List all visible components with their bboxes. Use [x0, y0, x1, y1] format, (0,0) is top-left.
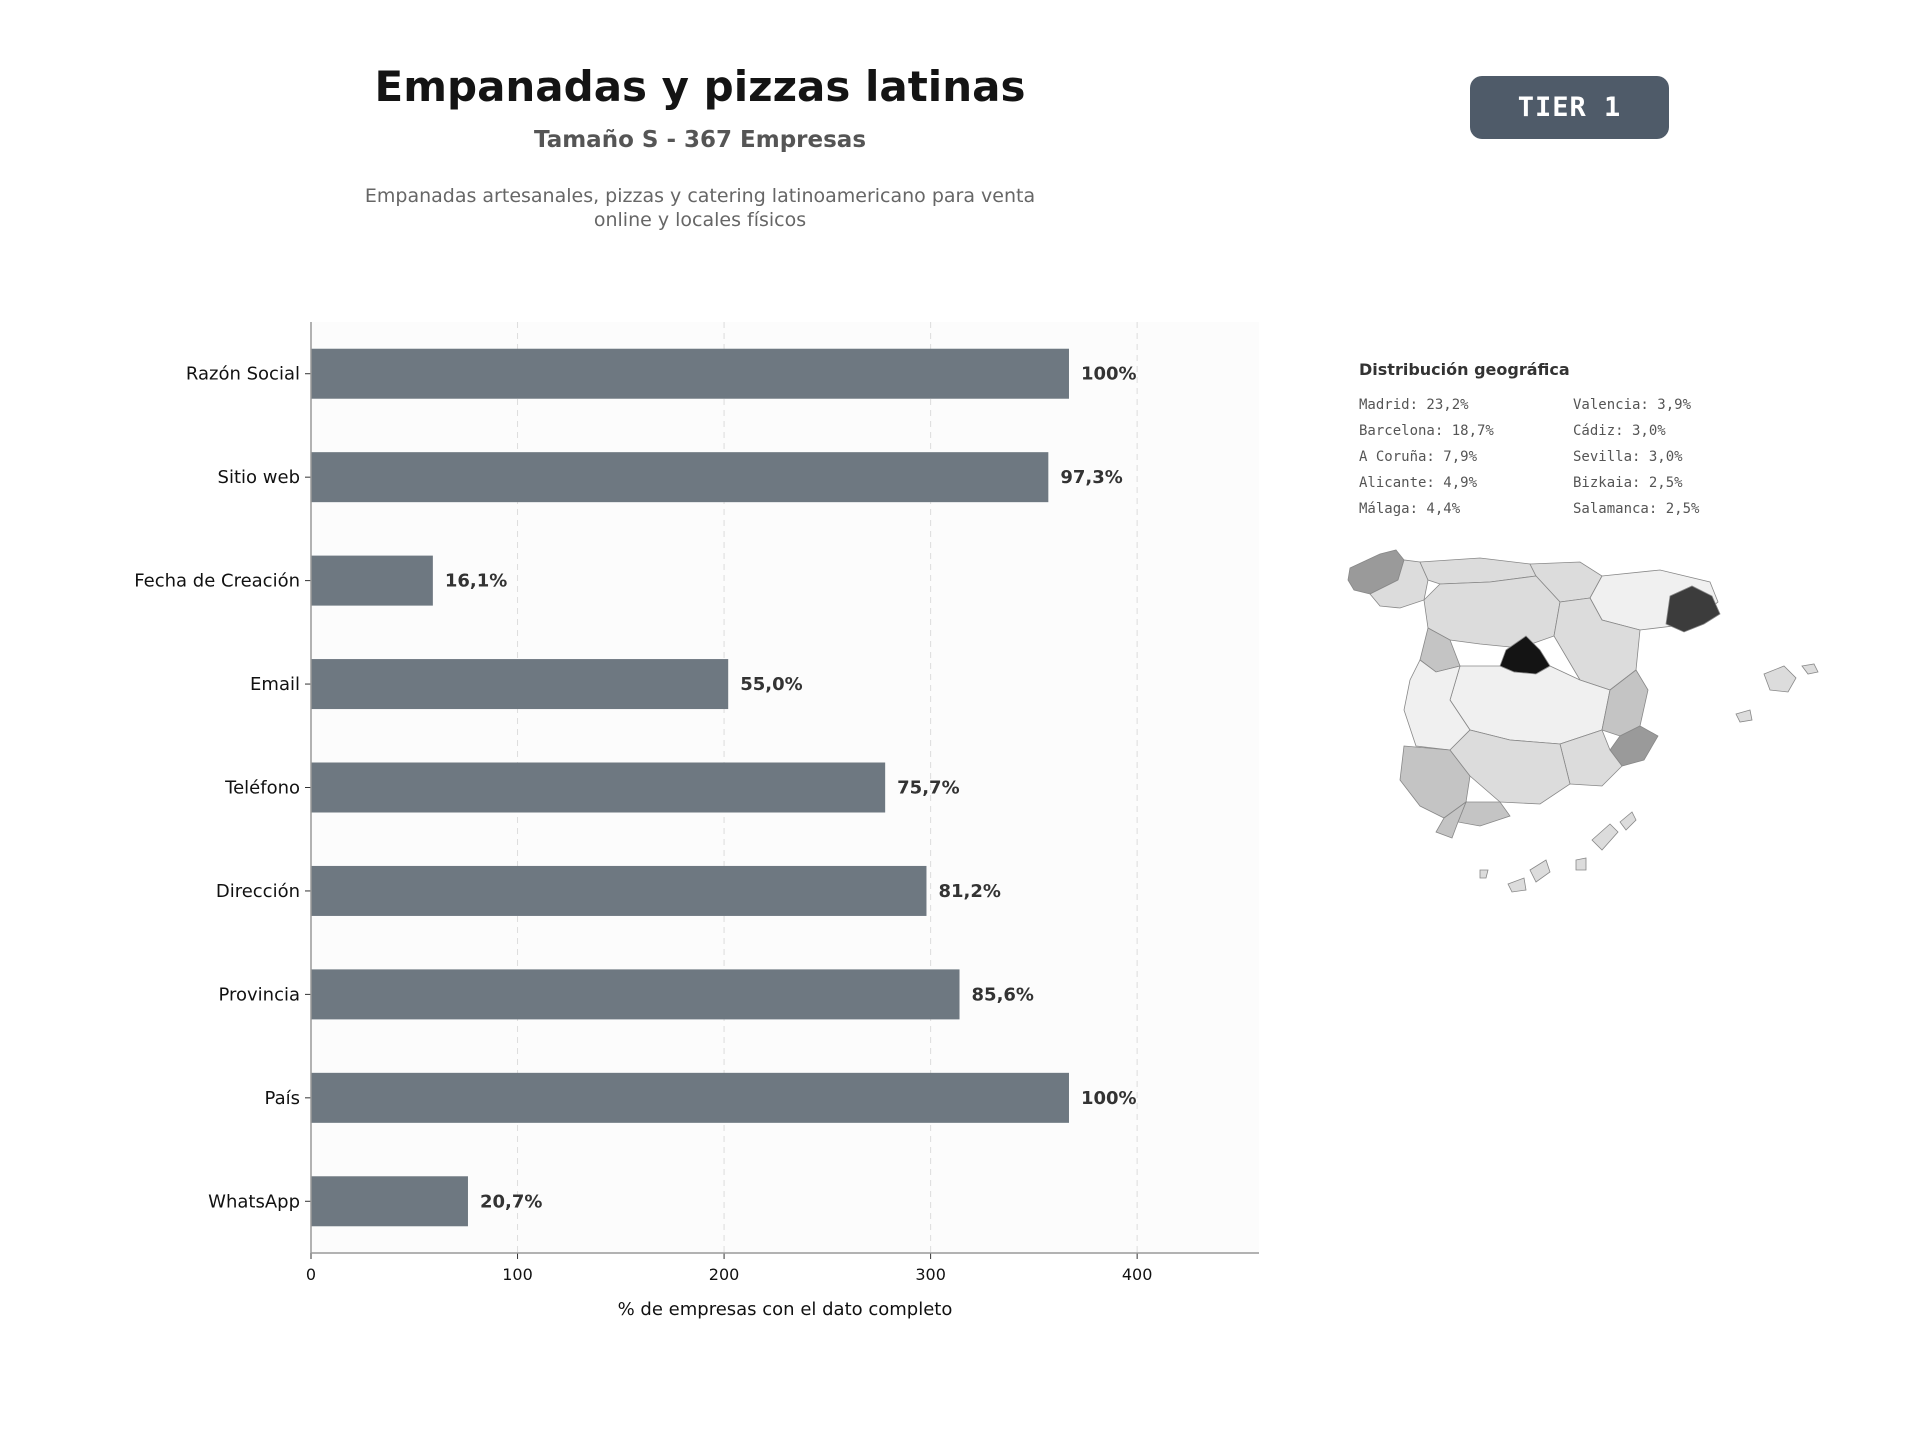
data-label: 100% [1081, 364, 1137, 385]
x-axis-label: % de empresas con el dato completo [618, 1299, 953, 1320]
description-line: online y locales físicos [593, 209, 807, 231]
map-region [1575, 857, 1587, 871]
category-label: Provincia [218, 984, 300, 1005]
geo-item: Cádiz: 3,0% [1573, 423, 1666, 439]
data-label: 81,2% [938, 881, 1000, 902]
data-label: 16,1% [445, 571, 507, 592]
data-label: 85,6% [972, 984, 1034, 1005]
map-region [1763, 665, 1797, 693]
bar [311, 659, 729, 710]
page-title: Empanadas y pizzas latinas [374, 62, 1026, 111]
category-label: Razón Social [186, 364, 300, 385]
category-label: WhatsApp [208, 1191, 300, 1212]
x-tick-label: 0 [306, 1265, 316, 1284]
geo-title: Distribución geográfica [1359, 360, 1570, 379]
category-label: Fecha de Creación [134, 571, 300, 592]
geo-item: Salamanca: 2,5% [1573, 501, 1700, 517]
description-line: Empanadas artesanales, pizzas y catering… [364, 185, 1036, 207]
data-label: 55,0% [740, 674, 802, 695]
map-region-barcelona [1665, 585, 1721, 633]
x-tick-label: 400 [1122, 1265, 1153, 1284]
geo-item: Madrid: 23,2% [1359, 397, 1469, 413]
map-region [1591, 823, 1619, 851]
geo-distribution: Distribución geográfica Madrid: 23,2% Val… [1359, 360, 1859, 520]
data-label: 100% [1081, 1088, 1137, 1109]
x-tick-label: 100 [502, 1265, 533, 1284]
page-description: Empanadas artesanales, pizzas y catering… [240, 184, 1160, 232]
geo-item: Bizkaia: 2,5% [1573, 475, 1683, 491]
map-region [1507, 877, 1527, 893]
geo-item: Alicante: 4,9% [1359, 475, 1478, 491]
map-region [1529, 859, 1551, 883]
geo-item: Sevilla: 3,0% [1573, 449, 1683, 465]
map-region-malaga [1457, 801, 1511, 827]
bar [311, 1176, 468, 1227]
bar [311, 1072, 1069, 1123]
map-region [1449, 729, 1571, 805]
geo-list: Madrid: 23,2% Valencia: 3,9% Barcelona: 18… [1359, 395, 1859, 520]
geo-item: Málaga: 4,4% [1359, 501, 1461, 517]
data-label: 97,3% [1060, 467, 1122, 488]
map-region [1619, 811, 1637, 831]
map-region [1735, 709, 1753, 723]
category-label: Email [250, 674, 300, 695]
tier-badge: TIER 1 [1470, 76, 1669, 139]
data-label: 75,7% [897, 778, 959, 799]
bar [311, 348, 1069, 399]
x-tick-label: 300 [915, 1265, 946, 1284]
map-region-cadiz [1435, 800, 1467, 839]
bar [311, 865, 927, 916]
map-region [1801, 663, 1819, 675]
category-label: Sitio web [218, 467, 300, 488]
geo-item: Barcelona: 18,7% [1359, 423, 1494, 439]
geo-item: A Coruña: 7,9% [1359, 449, 1478, 465]
map-region [1479, 869, 1489, 879]
category-label: País [265, 1088, 300, 1109]
category-label: Teléfono [224, 778, 300, 799]
bar [311, 452, 1049, 503]
category-label: Dirección [216, 881, 300, 902]
bar [311, 969, 960, 1020]
bar [311, 762, 886, 813]
spain-map [1347, 549, 1819, 893]
x-tick-label: 200 [709, 1265, 740, 1284]
page-subtitle: Tamaño S - 367 Empresas [533, 127, 867, 153]
geo-item: Valencia: 3,9% [1573, 397, 1692, 413]
bar [311, 555, 433, 606]
data-label: 20,7% [480, 1191, 542, 1212]
